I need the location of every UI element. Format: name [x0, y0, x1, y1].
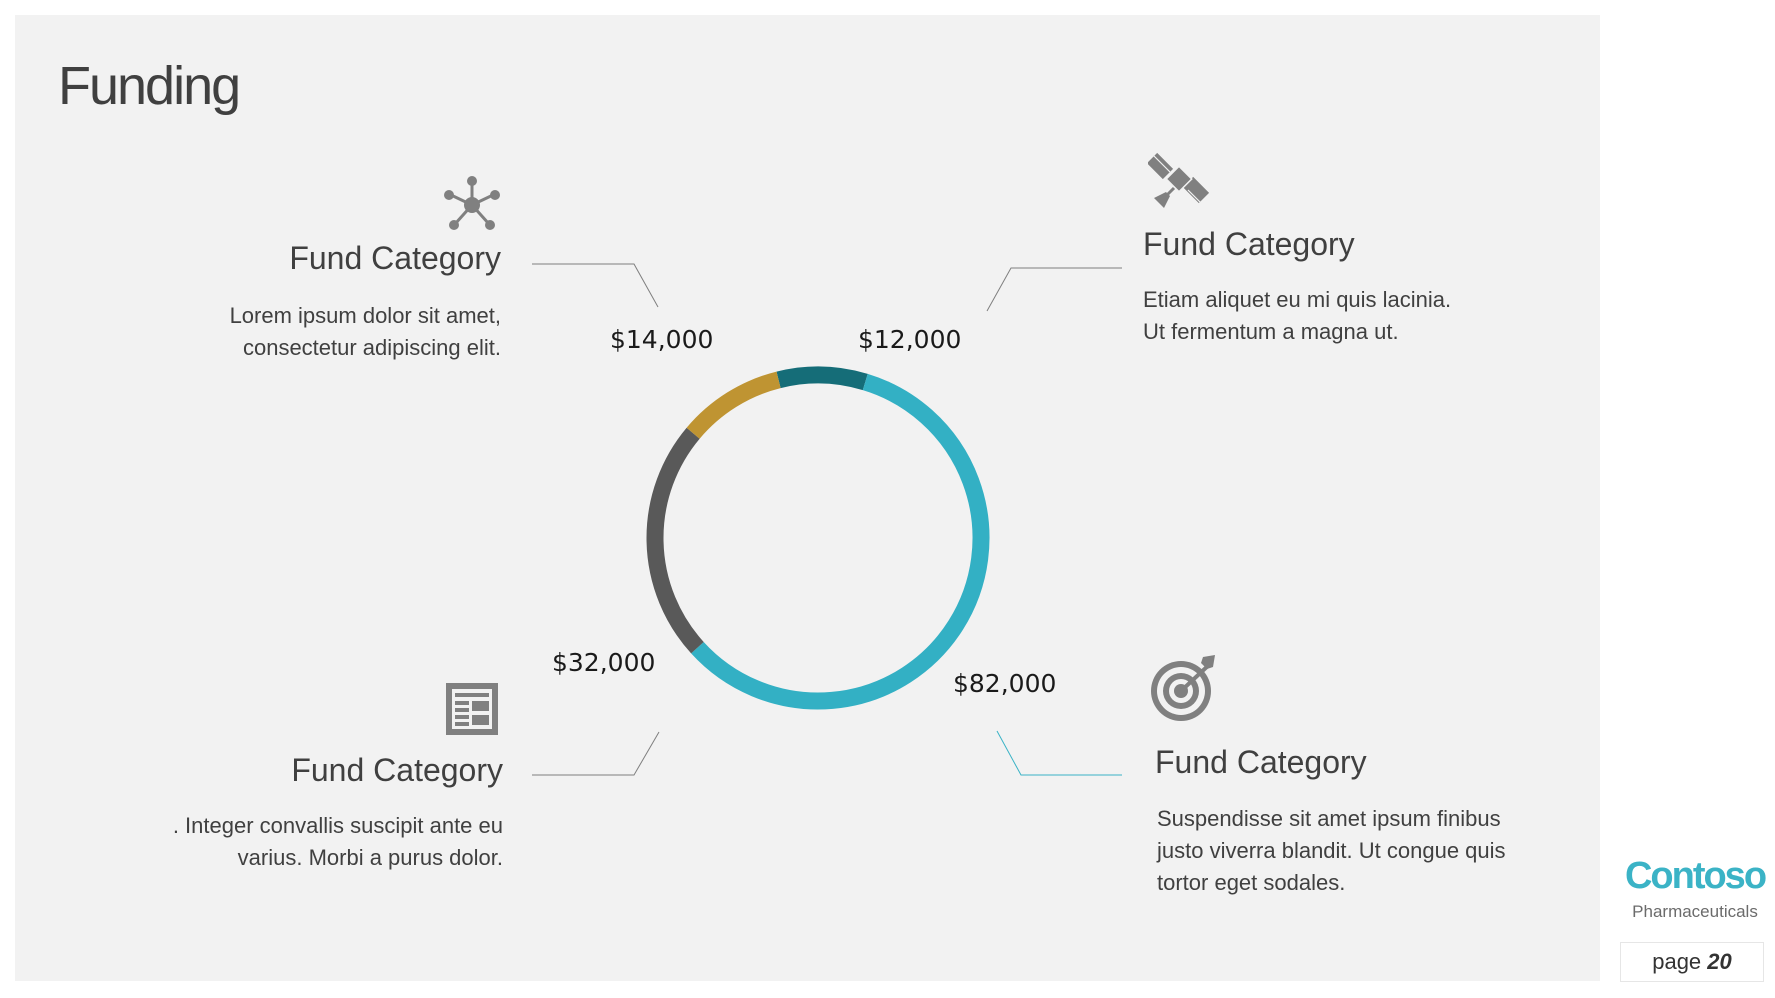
category-desc-top-left: Lorem ipsum dolor sit amet, consectetur …	[229, 303, 501, 360]
brand-subtitle: Pharmaceuticals	[1632, 902, 1758, 921]
connector-top-right	[986, 267, 1122, 312]
donut-segment-12000	[776, 366, 868, 391]
target-icon	[1149, 655, 1221, 725]
slide-title: Funding	[58, 56, 241, 116]
value-label-bottom-right: $82,000	[953, 669, 1057, 698]
satellite-icon	[1144, 148, 1214, 214]
category-desc-bottom-left: . Integer convallis suscipit ante eu var…	[172, 813, 503, 870]
category-title-top-right: Fund Category	[1143, 226, 1355, 262]
slide-background	[15, 15, 1600, 981]
connector-lines	[532, 263, 1122, 776]
category-title-bottom-right: Fund Category	[1155, 744, 1367, 780]
connector-bottom-right	[996, 730, 1122, 776]
donut-segment-32000	[646, 427, 704, 654]
value-label-bottom-left: $32,000	[552, 648, 656, 677]
connector-top-left	[532, 263, 659, 308]
newspaper-icon	[444, 681, 500, 737]
value-label-top-left: $14,000	[610, 325, 714, 354]
category-title-top-left: Fund Category	[289, 240, 501, 276]
donut-segment-14000	[686, 371, 781, 439]
brand-logo: Contoso Pharmaceuticals	[1620, 855, 1770, 922]
network-icon	[441, 174, 503, 232]
connector-bottom-left	[532, 731, 660, 776]
page-label: page	[1652, 949, 1702, 974]
category-title-bottom-left: Fund Category	[291, 752, 503, 788]
page-indicator: page 20	[1620, 942, 1764, 982]
donut-segment-82000	[691, 373, 990, 710]
category-desc-top-right: Etiam aliquet eu mi quis lacinia. Ut fer…	[1143, 287, 1452, 344]
value-label-top-right: $12,000	[858, 325, 962, 354]
category-desc-bottom-right: Suspendisse sit amet ipsum finibus justo…	[1157, 806, 1506, 895]
page-number: 20	[1707, 949, 1732, 974]
donut-arcs	[646, 366, 990, 710]
brand-name: Contoso	[1624, 855, 1767, 897]
